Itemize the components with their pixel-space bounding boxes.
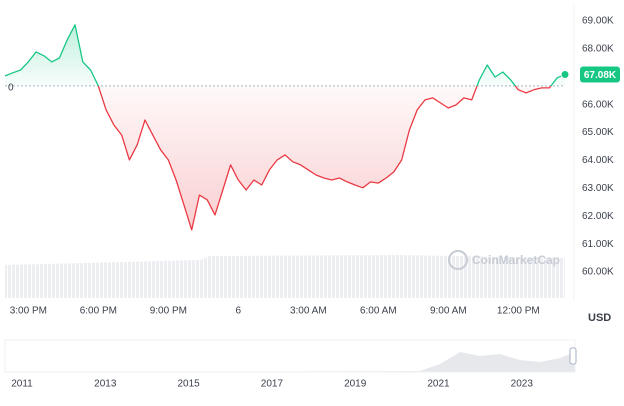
y-tick-label: 64.00K <box>582 155 614 166</box>
y-tick-label: 68.00K <box>582 43 614 54</box>
x-tick-label: 6 <box>236 306 242 317</box>
y-tick-label: 69.00K <box>582 16 614 27</box>
watermark-logo <box>448 250 468 270</box>
current-point <box>560 69 570 79</box>
baseline-label: 0 <box>8 83 14 94</box>
navigator-handle[interactable] <box>569 347 577 365</box>
area <box>5 24 565 230</box>
volume <box>5 255 565 298</box>
current-price-label: 67.08K <box>584 70 617 81</box>
x-tick-label: 3:00 AM <box>290 306 327 317</box>
currency-label: USD <box>588 312 611 324</box>
y-tick-label: 62.00K <box>582 211 614 222</box>
navigator-label: 2023 <box>511 379 534 390</box>
navigator-label: 2015 <box>177 379 200 390</box>
x-tick-label: 12:00 PM <box>497 306 540 317</box>
x-tick-label: 9:00 AM <box>430 306 467 317</box>
y-tick-label: 65.00K <box>582 127 614 138</box>
y-tick-label: 63.00K <box>582 183 614 194</box>
watermark: CoinMarketCap <box>472 253 560 267</box>
navigator-label: 2021 <box>427 379 450 390</box>
x-tick-label: 6:00 PM <box>80 306 117 317</box>
x-tick-label: 6:00 AM <box>360 306 397 317</box>
navigator-label: 2011 <box>11 379 33 390</box>
navigator-label: 2013 <box>94 379 117 390</box>
y-tick-label: 60.00K <box>582 267 614 278</box>
navigator-label: 2019 <box>344 379 367 390</box>
x-tick-label: 9:00 PM <box>150 306 187 317</box>
line <box>4 24 566 231</box>
current-price-badge <box>580 66 620 83</box>
y-tick-label: 66.00K <box>582 99 614 110</box>
navigator-area <box>5 352 575 372</box>
x-tick-label: 3:00 PM <box>10 306 47 317</box>
y-tick-label: 61.00K <box>582 239 614 250</box>
navigator-label: 2017 <box>261 379 284 390</box>
